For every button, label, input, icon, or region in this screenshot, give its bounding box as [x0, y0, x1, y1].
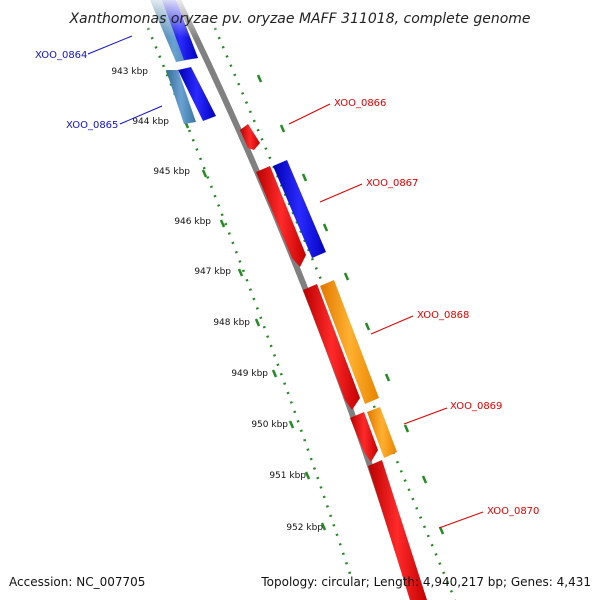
gene-label-XOO_0865[interactable]: XOO_0865 — [66, 120, 118, 131]
tick-label-948: 948 kbp — [213, 318, 250, 328]
leader-lines-reverse — [288, 103, 484, 529]
tick-label-947: 947 kbp — [194, 267, 231, 277]
tick-label-944: 944 kbp — [132, 117, 169, 127]
gene-label-XOO_0864[interactable]: XOO_0864 — [35, 50, 87, 61]
major-ticks — [165, 70, 445, 535]
genome-summary-text: Topology: circular; Length: 4,940,217 bp… — [260, 575, 591, 589]
leader-lines-forward — [87, 35, 163, 125]
tick-label-943: 943 kbp — [111, 67, 148, 77]
tick-label-946: 946 kbp — [174, 217, 211, 227]
gene-label-XOO_0869[interactable]: XOO_0869 — [450, 401, 502, 412]
gene-XOO_0866[interactable] — [240, 124, 260, 150]
accession-text: Accession: NC_007705 — [9, 575, 145, 589]
outer-tick-track — [213, 27, 457, 600]
gene-XOO_0865[interactable] — [166, 67, 216, 124]
tick-label-951: 951 kbp — [269, 471, 306, 481]
gene-XOO_0870[interactable] — [368, 460, 427, 600]
tick-label-945: 945 kbp — [153, 167, 190, 177]
gene-label-XOO_0866[interactable]: XOO_0866 — [334, 98, 386, 109]
tick-label-952: 952 kbp — [286, 523, 323, 533]
gene-XOO_0868[interactable] — [303, 280, 379, 410]
tick-label-949: 949 kbp — [231, 369, 268, 379]
tick-labels: 943 kbp 944 kbp 945 kbp 946 kbp 947 kbp … — [111, 67, 323, 533]
gene-label-XOO_0870[interactable]: XOO_0870 — [487, 506, 539, 517]
gene-label-XOO_0867[interactable]: XOO_0867 — [366, 178, 418, 189]
genome-backbone — [175, 0, 416, 600]
tick-label-950: 950 kbp — [251, 420, 288, 430]
map-title: Xanthomonas oryzae pv. oryzae MAFF 31101… — [68, 11, 530, 27]
gene-XOO_0867[interactable] — [256, 160, 326, 267]
gene-label-XOO_0868[interactable]: XOO_0868 — [417, 310, 469, 321]
gene-XOO_0869[interactable] — [350, 407, 397, 462]
top-fade — [0, 0, 600, 38]
